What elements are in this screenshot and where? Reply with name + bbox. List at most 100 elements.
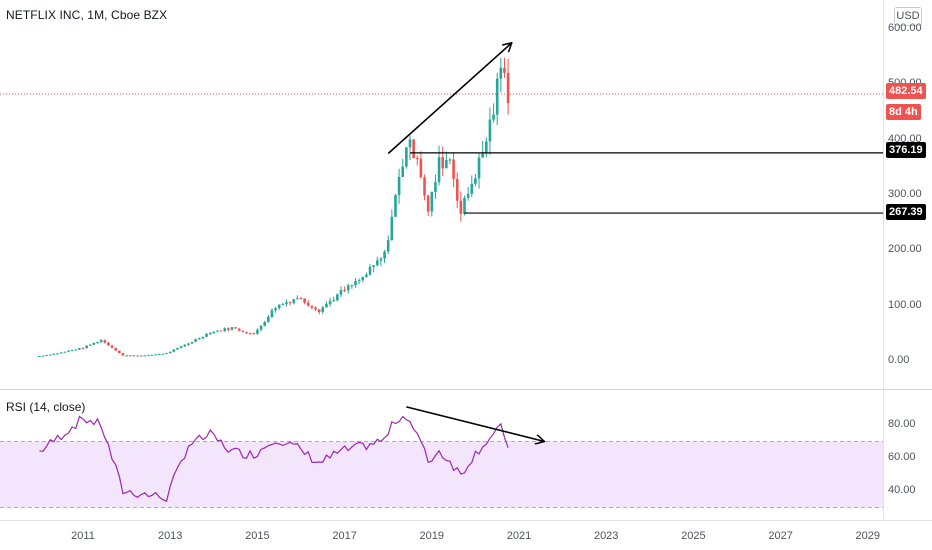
candle-body	[477, 157, 481, 179]
price-tick-label: 600.00	[888, 22, 922, 34]
candle-body	[41, 355, 45, 357]
candle-body	[325, 304, 328, 308]
candle-body	[365, 274, 368, 278]
candle-body	[455, 178, 459, 201]
rsi-tick-label: 80.00	[888, 418, 916, 430]
candle-body	[292, 299, 296, 303]
candle-body	[488, 119, 492, 142]
candle-body	[285, 302, 288, 305]
candle-body	[463, 197, 466, 214]
candle-body	[256, 329, 259, 334]
candle-body	[59, 352, 63, 354]
candle-body	[495, 78, 499, 115]
candle-body	[63, 351, 67, 353]
candle-body	[45, 354, 48, 356]
candle-body	[49, 354, 52, 356]
candle-body	[205, 333, 208, 337]
candle-body	[339, 290, 343, 295]
candle-body	[379, 258, 383, 261]
time-tick-label: 2013	[157, 530, 183, 542]
candle-body	[321, 307, 325, 313]
candle-body	[503, 67, 506, 73]
candle-body	[183, 344, 187, 347]
candle-body	[234, 327, 237, 329]
candle-body	[92, 342, 96, 345]
time-tick-label: 2029	[855, 530, 881, 542]
candle-body	[150, 354, 154, 356]
rsi-legend: RSI (14, close)	[6, 400, 86, 414]
candle-body	[270, 310, 274, 317]
price-tick-label: 400.00	[888, 132, 922, 145]
candle-body	[357, 280, 361, 282]
rsi-tick-label: 60.00	[888, 451, 916, 463]
time-tick-label: 2025	[681, 530, 706, 542]
price-trend-arrow	[387, 43, 512, 155]
price-tick-label: 200.00	[888, 243, 922, 256]
candle-body	[259, 325, 263, 330]
candle-body	[314, 307, 317, 310]
candle-body	[481, 152, 484, 158]
candle-body	[361, 277, 365, 281]
candle-body	[110, 345, 114, 348]
candle-body	[408, 139, 412, 148]
candle-body	[317, 309, 321, 313]
candle-body	[132, 355, 136, 357]
countdown-tag: 8d 4h	[886, 104, 921, 120]
candle-body	[274, 308, 277, 311]
candle-body	[67, 350, 70, 352]
candle-body	[70, 350, 74, 352]
candle-body	[85, 345, 88, 349]
candle-body	[125, 355, 128, 357]
candle-body	[139, 355, 143, 357]
candle-body	[248, 333, 252, 335]
candle-body	[252, 333, 256, 335]
candle-body	[336, 294, 339, 301]
candle-body	[168, 351, 172, 354]
candle-body	[437, 157, 441, 183]
rsi-line	[39, 415, 509, 503]
candle-body	[310, 305, 314, 308]
candle-body	[114, 347, 117, 351]
candle-body	[197, 338, 201, 340]
candle-body	[88, 344, 92, 346]
candle-body	[412, 139, 415, 159]
candle-body	[208, 333, 212, 335]
candle-body	[474, 178, 477, 184]
candle-body	[176, 347, 179, 350]
candle-body	[103, 340, 107, 343]
candle-body	[452, 159, 455, 179]
candle-body	[299, 298, 303, 300]
rsi-tick-label: 40.00	[888, 484, 916, 496]
candle-body	[430, 191, 434, 212]
candle-body	[368, 266, 372, 275]
candle-body	[78, 348, 81, 350]
candle-body	[376, 260, 379, 266]
candle-body	[415, 158, 419, 160]
candle-body	[143, 355, 147, 357]
time-tick-label: 2019	[419, 530, 445, 542]
time-scale-border	[0, 520, 932, 521]
candle-body	[383, 251, 386, 259]
candle-body	[426, 195, 430, 212]
time-tick-label: 2015	[245, 530, 270, 542]
currency-button[interactable]: USD	[894, 7, 922, 26]
candle-body	[172, 349, 176, 352]
candle-body	[296, 298, 299, 300]
candle-body	[306, 302, 310, 306]
candle-body	[470, 183, 474, 194]
price-scale-border	[883, 0, 884, 520]
candle-body	[154, 354, 157, 356]
candle-body	[118, 350, 121, 354]
candle-body	[354, 280, 357, 286]
candle-body	[328, 301, 332, 305]
candle-body	[346, 285, 350, 291]
candle-body	[212, 331, 216, 334]
candle-body	[492, 114, 495, 120]
candle-body	[288, 302, 292, 304]
candle-body	[343, 290, 346, 292]
candle-body	[194, 339, 197, 342]
candle-body	[245, 331, 248, 334]
candle-body	[445, 160, 448, 169]
candle-body	[401, 166, 405, 177]
